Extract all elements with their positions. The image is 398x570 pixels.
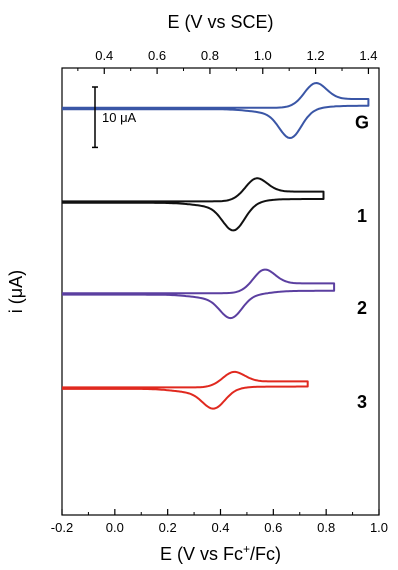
bottom-tick-label: 0.2	[159, 520, 177, 535]
cv-curve-G	[62, 82, 370, 139]
curve-label-3: 3	[357, 392, 367, 412]
curve-label-2: 2	[357, 298, 367, 318]
bottom-x-axis: -0.2 0.0 0.2 0.4 0.6 0.8 1.0	[51, 509, 388, 535]
scale-bar: 10 μA	[92, 86, 137, 149]
bottom-tick-label: 0.8	[317, 520, 335, 535]
top-tick-label: 0.8	[201, 48, 219, 63]
x-axis-title-bottom: E (V vs Fc+/Fc)	[160, 542, 281, 564]
curves-group	[62, 82, 370, 410]
curve-label-1: 1	[357, 206, 367, 226]
x-axis-title-top: E (V vs SCE)	[167, 12, 273, 32]
scale-bar-label: 10 μA	[102, 110, 137, 125]
bottom-tick-label: -0.2	[51, 520, 73, 535]
curve-labels-group: G 1 2 3	[355, 112, 369, 412]
cv-curve-3	[62, 370, 309, 410]
cv-curve-1	[62, 177, 325, 232]
bottom-tick-label: 0.0	[106, 520, 124, 535]
top-tick-label: 1.2	[307, 48, 325, 63]
top-tick-label: 1.4	[359, 48, 377, 63]
bottom-tick-label: 1.0	[370, 520, 388, 535]
curve-label-G: G	[355, 112, 369, 132]
top-tick-label: 0.4	[95, 48, 113, 63]
top-tick-label: 0.6	[148, 48, 166, 63]
y-axis-title: i (μA)	[6, 270, 26, 313]
cv-curve-2	[62, 268, 336, 320]
top-tick-label: 1.0	[254, 48, 272, 63]
bottom-tick-label: 0.4	[211, 520, 229, 535]
bottom-tick-label: 0.6	[264, 520, 282, 535]
top-x-axis: 0.4 0.6 0.8 1.0 1.2 1.4	[77, 48, 377, 74]
